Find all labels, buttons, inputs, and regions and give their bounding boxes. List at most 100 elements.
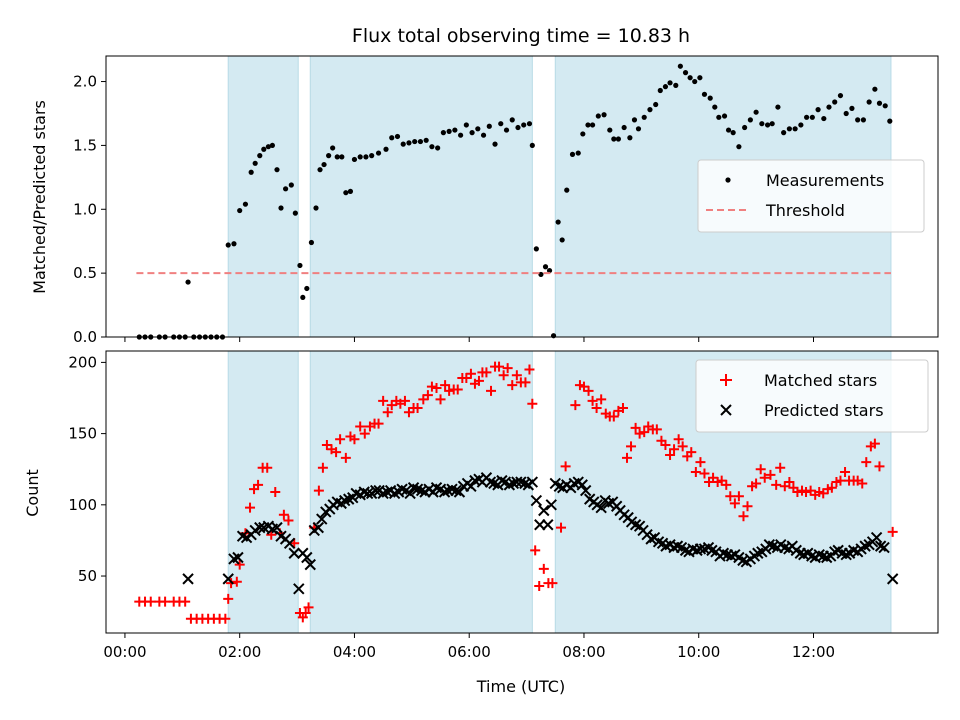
- matched-star-point: [669, 444, 680, 455]
- matched-star-point: [583, 385, 594, 396]
- predicted-star-point: [304, 558, 316, 571]
- measurement-point: [400, 141, 406, 147]
- predicted-star-point: [293, 583, 305, 595]
- legend-swatch-measurements: [725, 177, 731, 183]
- matched-star-point: [556, 522, 567, 533]
- top-legend-box: [697, 159, 925, 233]
- matched-star-point: [751, 478, 762, 489]
- matched-star-point: [440, 380, 451, 391]
- measurement-point: [730, 130, 736, 136]
- measurement-point: [792, 126, 798, 132]
- legend-label-matched-stars: Matched stars: [764, 371, 877, 390]
- matched-star-point: [524, 364, 535, 375]
- measurement-point: [815, 107, 821, 113]
- measurement-point: [533, 246, 539, 252]
- measurement-point: [882, 103, 888, 109]
- matched-star-point: [283, 515, 294, 526]
- measurement-point: [248, 169, 254, 175]
- matched-star-point: [355, 421, 366, 432]
- measurement-point: [369, 153, 375, 159]
- matched-star-point: [673, 434, 684, 445]
- top-legend: Measurements Threshold: [697, 159, 925, 233]
- measurement-point: [849, 105, 855, 111]
- predicted-star-point: [361, 487, 374, 500]
- measurement-point: [786, 126, 792, 132]
- legend-swatch-matched-stars: [720, 374, 732, 386]
- matched-star-point: [373, 418, 384, 429]
- top-y-tick-label: 1.0: [73, 200, 97, 218]
- matched-star-point: [452, 384, 463, 395]
- bottom-axes-frame: [105, 350, 939, 634]
- measurement-point: [297, 262, 303, 269]
- matched-star-point: [530, 545, 541, 556]
- measurement-point: [278, 205, 284, 211]
- measurement-point: [764, 122, 771, 128]
- measurement-point: [769, 121, 775, 127]
- measurement-point: [469, 130, 475, 136]
- matched-star-point: [721, 479, 732, 490]
- measurement-point: [225, 242, 231, 248]
- measurement-point: [641, 114, 647, 120]
- measurement-point: [607, 127, 613, 133]
- bottom-y-tick-label: 50: [78, 567, 97, 585]
- measurement-point: [580, 131, 586, 137]
- measurement-point: [526, 121, 533, 127]
- matched-star-point: [223, 593, 234, 604]
- measurement-point: [635, 126, 642, 132]
- matched-star-point: [869, 438, 880, 449]
- measurement-point: [538, 271, 544, 278]
- predicted-star-point: [576, 479, 588, 491]
- measurement-point: [498, 121, 504, 127]
- matched-star-point: [412, 402, 423, 413]
- matched-star-point: [729, 498, 740, 509]
- measurement-point: [480, 132, 487, 138]
- measurement-point: [627, 135, 633, 141]
- measurement-point: [595, 113, 601, 119]
- matched-star-point: [725, 491, 736, 502]
- matched-star-point: [431, 383, 442, 394]
- legend-label-predicted-stars: Predicted stars: [764, 401, 884, 420]
- x-tick-label: 08:00: [562, 643, 605, 661]
- matched-star-point: [340, 452, 351, 463]
- measurement-point: [832, 99, 838, 105]
- matched-star-point: [359, 428, 370, 439]
- bottom-y-tick-label: 100: [68, 496, 97, 514]
- top-y-tick-label: 2.0: [73, 73, 97, 91]
- measurement-point: [701, 91, 708, 97]
- top-y-tick-label: 1.5: [73, 136, 97, 154]
- predicted-star-point: [542, 519, 554, 531]
- measurement-point: [231, 241, 237, 247]
- measurement-point: [589, 122, 596, 128]
- matched-star-point: [771, 479, 782, 490]
- measurement-point: [575, 150, 581, 156]
- measurement-point: [555, 219, 561, 225]
- measurement-point: [876, 100, 883, 106]
- measurement-point: [725, 127, 732, 133]
- predicted-star-point: [182, 573, 194, 585]
- matched-star-point: [733, 491, 744, 502]
- matched-star-point: [486, 385, 497, 396]
- measurement-point: [653, 101, 659, 108]
- measurement-point: [742, 124, 748, 131]
- matched-star-point: [426, 381, 437, 392]
- measurement-point: [503, 127, 510, 133]
- predicted-star-point: [438, 486, 451, 498]
- predicted-star-point: [254, 521, 266, 534]
- top-y-tick-label: 0.0: [73, 328, 97, 346]
- measurement-point: [707, 95, 713, 101]
- matched-star-point: [278, 509, 289, 520]
- measurement-point: [621, 124, 627, 131]
- matched-star-point: [262, 462, 273, 473]
- legend-label-threshold: Threshold: [765, 201, 845, 220]
- top-y-axis-label: Matched/Predicted stars: [30, 100, 49, 294]
- measurement-point: [321, 161, 327, 168]
- measurement-point: [809, 114, 815, 120]
- matched-star-point: [422, 390, 433, 401]
- measurement-point: [712, 104, 718, 110]
- predicted-star-point: [301, 551, 313, 564]
- predicted-star-point: [271, 521, 283, 534]
- predicted-star-point: [232, 551, 244, 564]
- x-tick-label: 12:00: [792, 643, 835, 661]
- top-axes: 0.0 0.5 1.0 1.5 2.0 Measurements Threshold: [73, 55, 939, 346]
- bottom-y-axis-label: Count: [23, 469, 42, 517]
